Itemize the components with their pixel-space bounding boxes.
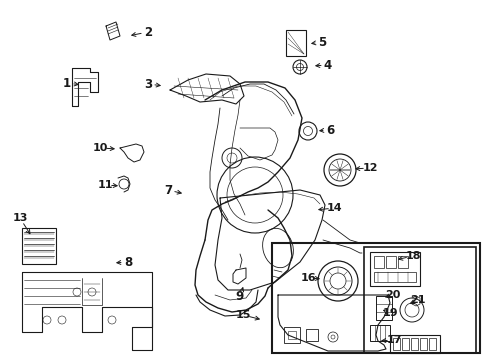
Text: 8: 8 [123, 256, 132, 269]
Bar [392, 338, 399, 350]
Bar [389, 335, 439, 353]
Text: 20: 20 [385, 290, 400, 300]
Text: 16: 16 [300, 273, 315, 283]
Text: 4: 4 [323, 59, 331, 72]
Bar [363, 247, 475, 353]
Text: 13: 13 [12, 213, 28, 223]
Text: 12: 12 [362, 163, 377, 173]
Text: 14: 14 [326, 203, 342, 213]
Text: 10: 10 [92, 143, 107, 153]
Text: 5: 5 [317, 36, 325, 49]
Text: 3: 3 [143, 77, 152, 90]
Text: 15: 15 [235, 310, 250, 320]
Text: 6: 6 [325, 123, 333, 136]
Bar [410, 338, 417, 350]
Bar [428, 338, 435, 350]
Text: 1: 1 [63, 77, 71, 90]
Text: 19: 19 [383, 308, 398, 318]
Bar [287, 331, 295, 339]
Bar [284, 327, 299, 343]
Bar [397, 256, 407, 268]
Bar [375, 296, 391, 320]
Text: 21: 21 [409, 295, 425, 305]
Bar [419, 338, 426, 350]
Text: 7: 7 [163, 184, 172, 197]
Bar [369, 325, 389, 341]
Bar [369, 252, 419, 286]
Bar [285, 30, 305, 56]
Text: 2: 2 [143, 26, 152, 39]
Bar [373, 256, 383, 268]
Text: 17: 17 [386, 335, 401, 345]
Bar [271, 243, 479, 353]
Text: 9: 9 [235, 291, 244, 303]
Text: 18: 18 [405, 251, 420, 261]
Bar [401, 338, 408, 350]
Bar [22, 228, 56, 264]
Bar [373, 272, 415, 282]
Bar [385, 256, 395, 268]
Bar [305, 329, 317, 341]
Text: 11: 11 [97, 180, 113, 190]
